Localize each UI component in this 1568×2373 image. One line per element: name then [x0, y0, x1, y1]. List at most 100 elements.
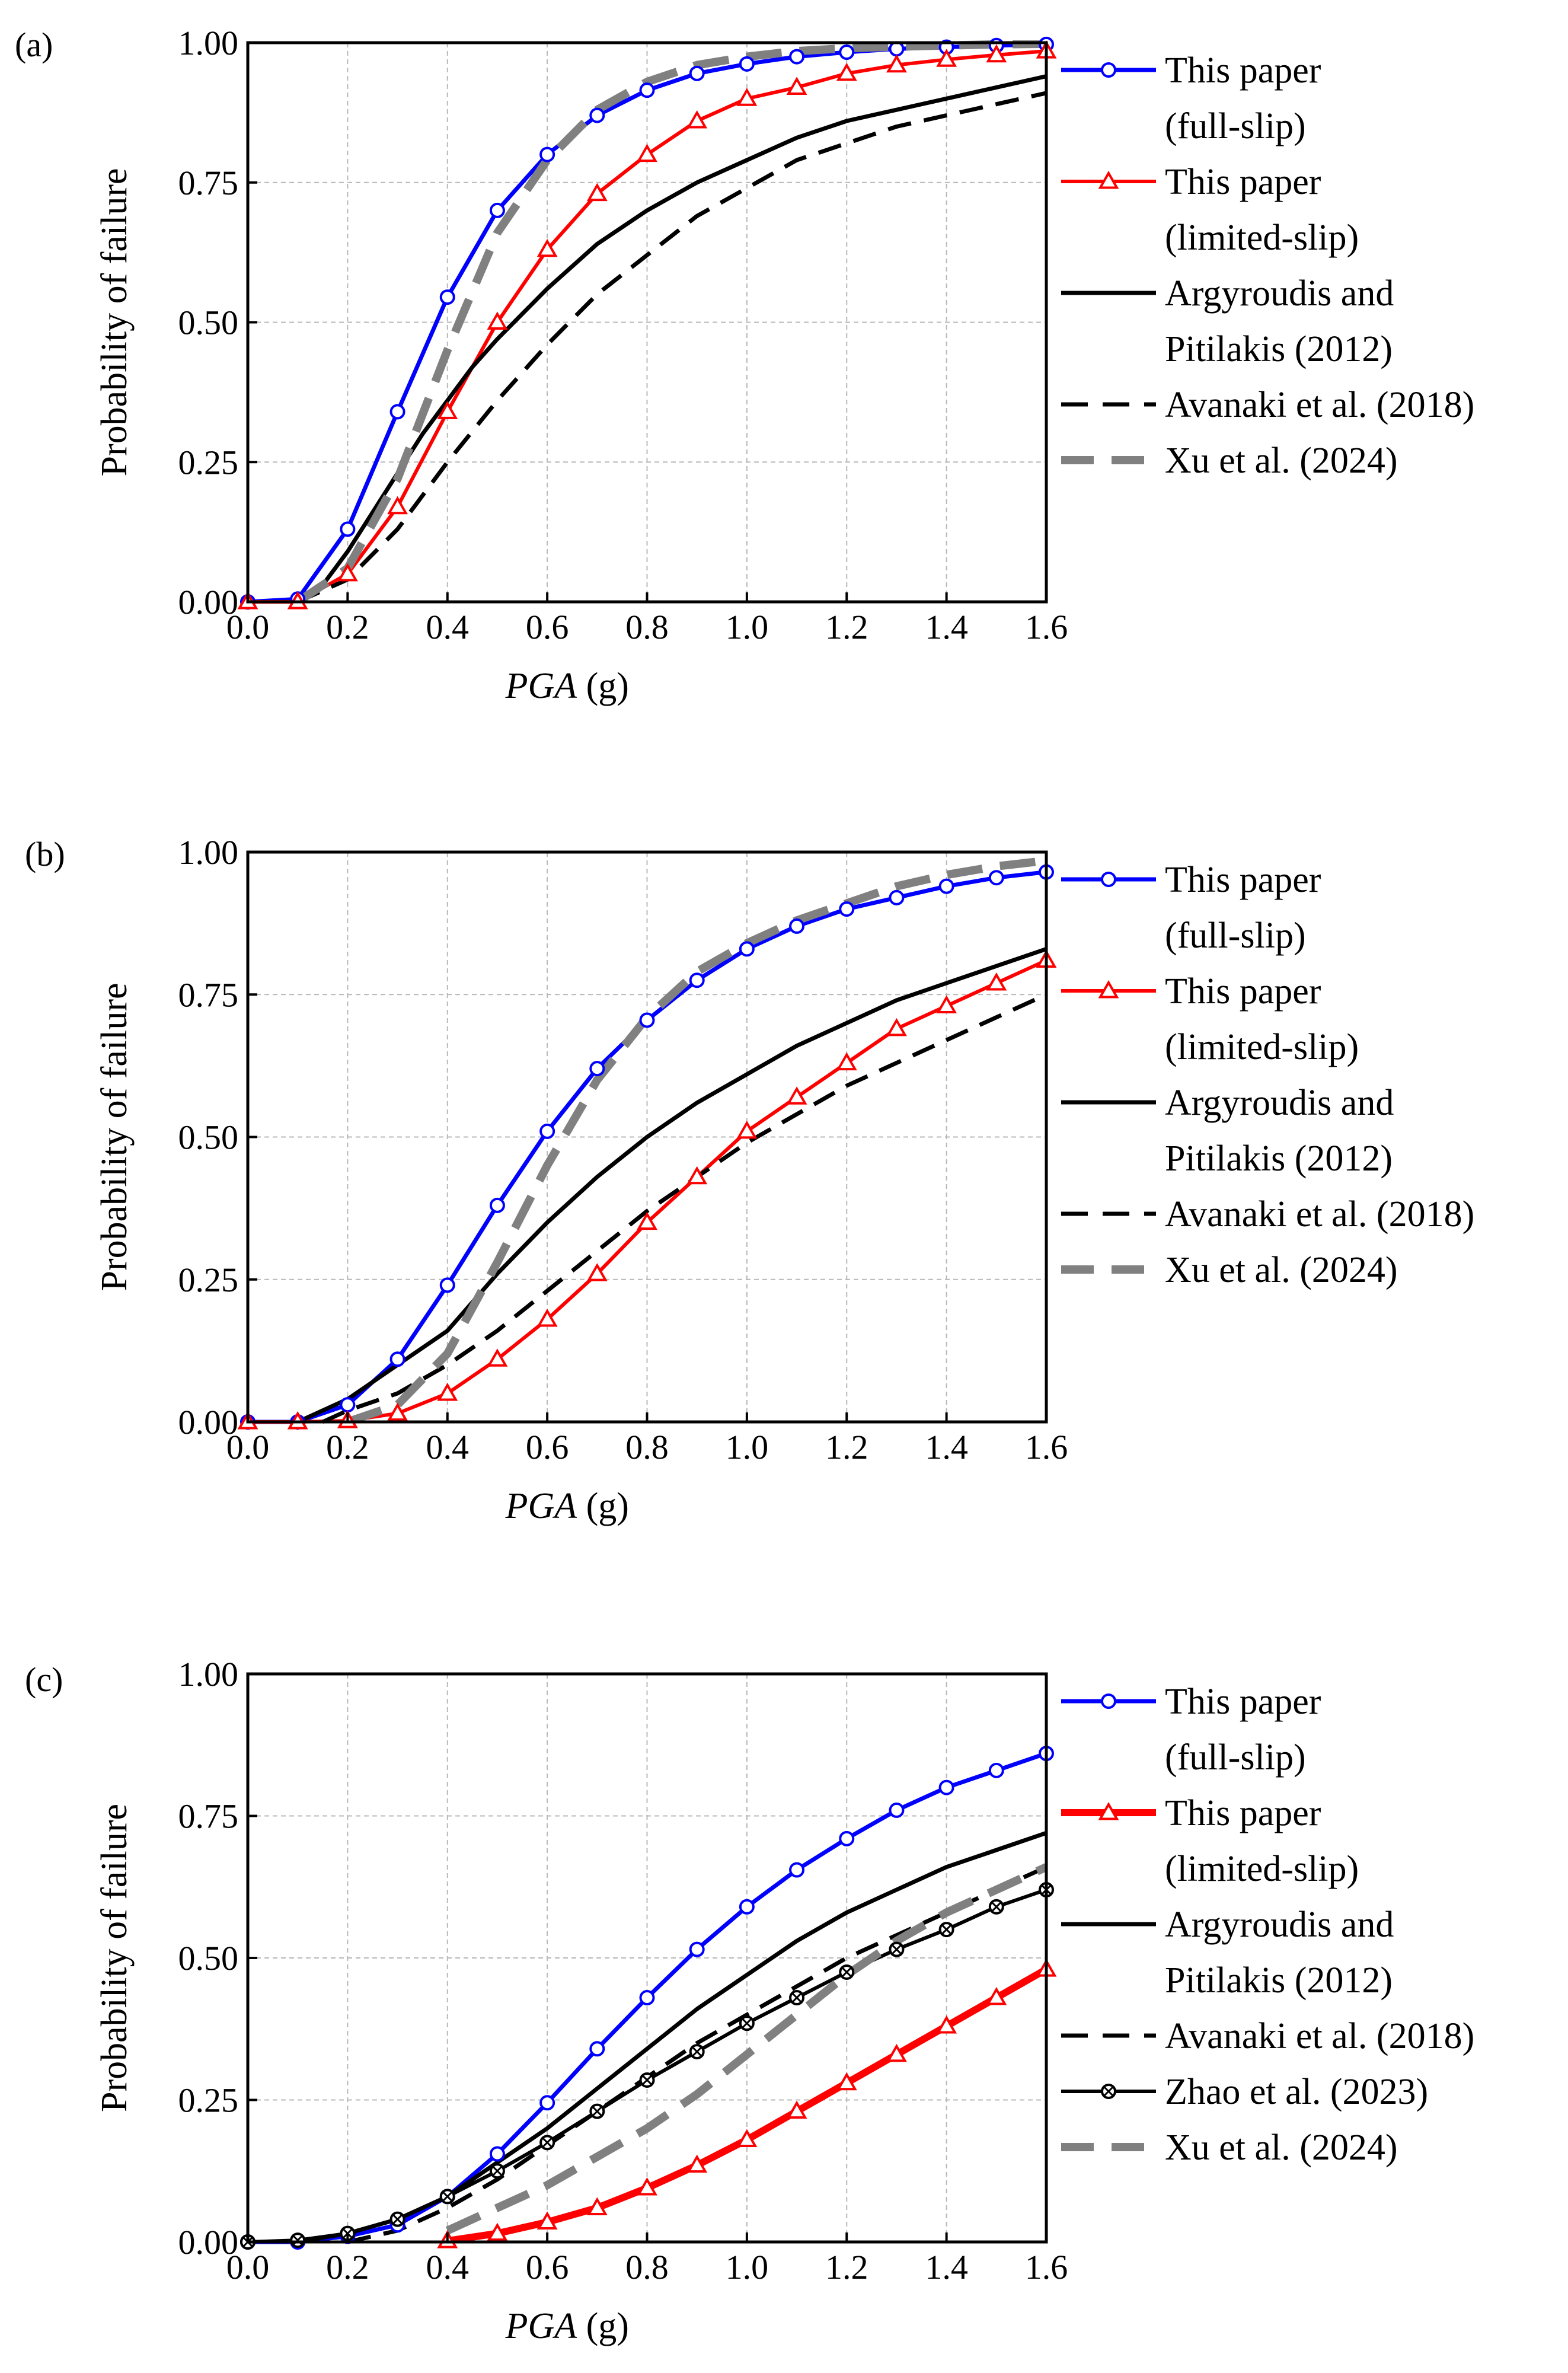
- legend-marker: [1101, 872, 1116, 887]
- legend-label: Pitilakis (2012): [1165, 1138, 1393, 1179]
- x-axis-title-unit: (g): [586, 1486, 629, 1526]
- x-tick-label: 1.6: [1025, 1428, 1068, 1466]
- y-tick-label: 0.75: [178, 164, 239, 202]
- data-point-this-paper-limited-slip: [586, 183, 608, 202]
- data-point-this-paper-full-slip: [938, 1779, 954, 1795]
- y-axis-title: Probability of failure: [94, 168, 135, 477]
- legend-label: Avanaki et al. (2018): [1165, 1194, 1474, 1235]
- y-tick-label: 1.00: [178, 24, 239, 62]
- data-point-this-paper-full-slip: [639, 1990, 655, 2006]
- legend-label: Zhao et al. (2023): [1165, 2072, 1428, 2112]
- x-axis-title-main: PGA: [505, 666, 578, 706]
- legend-marker: [1098, 980, 1119, 999]
- x-tick-label: 1.4: [925, 2248, 968, 2286]
- x-tick-label: 0.6: [526, 608, 569, 646]
- y-tick-label: 0.00: [178, 1403, 239, 1441]
- data-point-this-paper-full-slip: [389, 1351, 405, 1367]
- x-tick-label: 0.6: [526, 2248, 569, 2286]
- data-point-this-paper-limited-slip: [736, 2129, 758, 2148]
- x-axis-title: PGA (g): [505, 2306, 629, 2346]
- data-point-zhao-et-al-2023: [839, 1964, 855, 1980]
- marker-cross: [492, 2166, 502, 2176]
- data-point-this-paper-limited-slip: [437, 1382, 458, 1401]
- data-point-this-paper-limited-slip: [936, 995, 957, 1013]
- legend-marker: [1098, 1801, 1119, 1820]
- y-tick-label: 0.75: [178, 975, 239, 1014]
- data-point-this-paper-full-slip: [489, 1197, 505, 1213]
- data-point-this-paper-limited-slip: [786, 1086, 807, 1105]
- series-layer: [248, 40, 1046, 604]
- chart-panel-1: (b) 0.0 0.2 0.4 0.6 0.8 1.0 1.2 1.4 1.6 0.00 0.25 0.…: [25, 833, 1474, 1526]
- marker-layer: [237, 864, 1057, 1430]
- data-point-zhao-et-al-2023: [739, 2015, 755, 2031]
- data-point-zhao-et-al-2023: [589, 2103, 605, 2119]
- legend-label: Pitilakis (2012): [1165, 329, 1393, 369]
- data-point-this-paper-full-slip: [889, 1802, 905, 1818]
- data-point-this-paper-limited-slip: [986, 972, 1007, 991]
- data-point-this-paper-full-slip: [439, 1277, 455, 1293]
- series-line-avanaki-et-al-2018: [296, 91, 1046, 604]
- marker-layer: [237, 36, 1057, 610]
- legend-label: Avanaki et al. (2018): [1165, 2016, 1474, 2056]
- data-point-this-paper-limited-slip: [487, 311, 508, 330]
- data-point-this-paper-full-slip: [739, 1899, 755, 1915]
- data-point-this-paper-full-slip: [340, 521, 356, 537]
- marker-cross: [542, 2138, 553, 2148]
- data-point-this-paper-limited-slip: [487, 1348, 508, 1367]
- legend-label: This paper: [1165, 162, 1321, 202]
- data-point-this-paper-limited-slip: [586, 2197, 608, 2216]
- data-point-this-paper-limited-slip: [836, 62, 857, 81]
- y-tick-label: 0.25: [178, 443, 239, 481]
- data-point-this-paper-limited-slip: [337, 563, 358, 582]
- data-point-this-paper-full-slip: [489, 2146, 505, 2162]
- x-tick-label: 1.2: [825, 1428, 868, 1466]
- data-point-this-paper-limited-slip: [836, 2072, 857, 2091]
- legend-item-xu-et-al-2024: Xu et al. (2024): [1061, 441, 1398, 481]
- data-point-this-paper-full-slip: [839, 1830, 855, 1846]
- legend-label: (full-slip): [1165, 106, 1306, 146]
- legend-item-this-paper-full-slip: This paper (full-slip): [1061, 1682, 1321, 1778]
- legend-marker: [1101, 2084, 1116, 2099]
- data-point-this-paper-limited-slip: [487, 2222, 508, 2241]
- data-point-zhao-et-al-2023: [988, 1899, 1004, 1915]
- data-point-this-paper-limited-slip: [836, 1052, 857, 1071]
- marker-cross: [1103, 2086, 1114, 2097]
- legend-label: Argyroudis and: [1165, 1905, 1394, 1945]
- data-point-this-paper-limited-slip: [936, 2015, 957, 2034]
- data-point-this-paper-full-slip: [988, 1762, 1004, 1778]
- data-point-this-paper-full-slip: [539, 2095, 555, 2111]
- x-axis-title-gap: [577, 1486, 586, 1526]
- data-point-this-paper-limited-slip: [437, 401, 458, 419]
- x-tick-label: 0.2: [326, 608, 369, 646]
- data-point-zhao-et-al-2023: [639, 2072, 655, 2088]
- y-tick-label: 0.50: [178, 304, 239, 342]
- data-point-this-paper-limited-slip: [736, 88, 758, 106]
- x-tick-label: 0.4: [426, 608, 470, 646]
- legend-item-avanaki-et-al-2018: Avanaki et al. (2018): [1061, 1194, 1474, 1235]
- y-axis-title: Probability of failure: [94, 1804, 135, 2112]
- legend-label: (limited-slip): [1165, 218, 1359, 258]
- marker-cross: [392, 2214, 403, 2224]
- data-point-this-paper-full-slip: [589, 1061, 605, 1077]
- x-tick-label: 1.0: [726, 1428, 769, 1466]
- series-line-argyroudis-and-pitilakis-2012: [295, 1830, 1046, 2244]
- data-point-this-paper-full-slip: [639, 82, 655, 98]
- legend-label: This paper: [1165, 971, 1321, 1012]
- legend-label: (full-slip): [1165, 1737, 1306, 1778]
- data-point-this-paper-full-slip: [589, 107, 605, 123]
- data-point-zhao-et-al-2023: [389, 2211, 405, 2227]
- y-tick-label: 0.50: [178, 1939, 239, 1978]
- legend-label: This paper: [1165, 50, 1321, 91]
- y-tick-label: 0.25: [178, 1261, 239, 1299]
- legend-item-xu-et-al-2024: Xu et al. (2024): [1061, 2128, 1398, 2168]
- panel-label: (c): [25, 1660, 63, 1699]
- data-point-this-paper-limited-slip: [586, 1263, 608, 1281]
- data-point-zhao-et-al-2023: [539, 2135, 555, 2151]
- x-tick-label: 0.6: [526, 1428, 569, 1466]
- marker-layer: [240, 1746, 1057, 2250]
- data-point-this-paper-full-slip: [689, 1941, 705, 1957]
- x-tick-label: 1.0: [726, 608, 769, 646]
- data-point-this-paper-full-slip: [988, 870, 1004, 886]
- data-point-this-paper-limited-slip: [786, 2100, 807, 2119]
- panel-label: (a): [15, 25, 53, 64]
